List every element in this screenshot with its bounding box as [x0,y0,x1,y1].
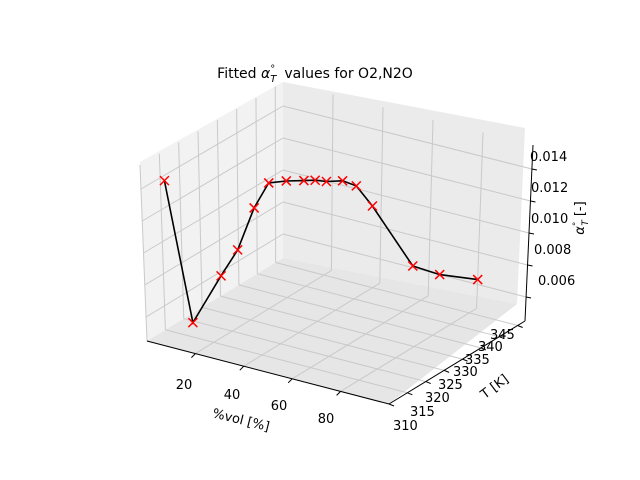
z-grid-back [282,137,531,202]
x-tick-label: 60 [271,399,288,414]
y-grid-floor [238,284,482,349]
x-grid-floor [340,307,477,392]
x-tick [336,391,341,396]
data-point-marker [351,180,362,191]
y-tick [407,392,413,396]
z-grid-left [140,105,284,190]
y-grid-floor [257,273,500,338]
pane-floor [147,258,517,404]
z-axis-label-suffix: [-] [573,201,588,216]
pane-left [140,82,283,341]
data-point-marker [337,175,348,186]
z-tick [530,200,536,203]
z-axis-label-symbol: α [573,226,588,235]
chart-title-symbol: α [261,66,271,82]
data-point-marker [434,269,445,280]
z-grid-back [282,233,527,298]
z-tick [527,264,533,267]
data-point-marker [232,244,243,255]
z-axis-label: α°T [-] [572,201,591,234]
series-group [159,175,483,328]
x-tick-label: 80 [318,412,335,427]
z-grid-left [145,233,284,318]
x-grid-floor [243,282,381,367]
chart-title-sup: ° [270,64,275,75]
y-tick-label: 320 [425,391,450,406]
y-tick [443,369,450,373]
chart-title-text: Fitted [217,66,261,82]
chart-title-suffix: values for O2,N2O [284,66,412,82]
y-tick-label: 330 [453,365,478,380]
x-tick-label: 20 [176,378,193,393]
data-point-marker [310,175,321,186]
data-point-marker [249,202,260,213]
tick-marks [191,168,538,407]
data-point-marker [263,177,274,188]
data-point-marker [472,274,483,285]
x-grid-floor [195,270,332,355]
z-grid-left [144,201,284,286]
y-tick [517,325,523,328]
x-tick [287,378,293,384]
z-axis-label-sup: ° [572,222,582,227]
grid-lines [139,86,533,405]
data-point-marker [187,317,198,328]
x-tick-label: 40 [224,388,241,403]
x-grid-floor [291,295,429,380]
z-grid-back [282,201,528,266]
z-tick-label: 0.006 [538,274,575,289]
y-grid-floor [275,262,518,326]
y-tick-label: 325 [438,378,463,393]
y-axis-line [388,320,526,405]
z-grid-left [141,137,284,222]
z-tick [525,296,532,299]
z-axis-label-sub: T [581,219,591,226]
y-tick [480,347,487,351]
data-point-marker [159,175,170,186]
x-tick [239,365,245,371]
z-tick [531,168,538,171]
y-grid-floor [220,295,463,360]
y-grid-floor [202,306,445,371]
z-grid-left [143,169,284,254]
y-tick-label: 310 [393,419,418,434]
chart-title-sub: T [270,74,277,85]
y-tick-label: 315 [410,405,435,420]
z-tick-label: 0.008 [534,243,571,258]
y-grid-floor [183,318,426,383]
x-tick [191,353,196,358]
z-tick-labels: 0.006 0.008 0.010 0.012 0.014 [530,150,575,289]
fit-line [163,179,478,325]
y-tick [425,381,431,385]
data-point-marker [367,200,378,211]
y-tick-label: 335 [465,353,490,368]
data-point-marker [216,270,227,281]
z-tick-label: 0.014 [530,150,567,165]
data-point-marker [321,176,332,187]
y-tick-labels: 310 315 320 325 330 335 340 345 [393,328,515,434]
z-tick-label: 0.010 [531,212,568,227]
y-tick [499,336,505,340]
y-tick-label: 345 [490,328,515,343]
data-point-marker [298,175,309,186]
y-tick-label: 340 [478,340,503,355]
data-point-marker [281,175,292,186]
y-grid-floor [165,329,408,394]
z-tick [528,232,535,235]
z-tick-label: 0.012 [531,181,568,196]
x-tick-labels: 20 40 60 80 [176,378,335,427]
x-axis-line [146,340,390,405]
svg-text:α°T[-]: α°T [-] [572,201,591,234]
y-tick [462,358,468,362]
y-tick [388,403,395,407]
z-grid-back [282,105,533,170]
data-point-marker [407,260,418,272]
